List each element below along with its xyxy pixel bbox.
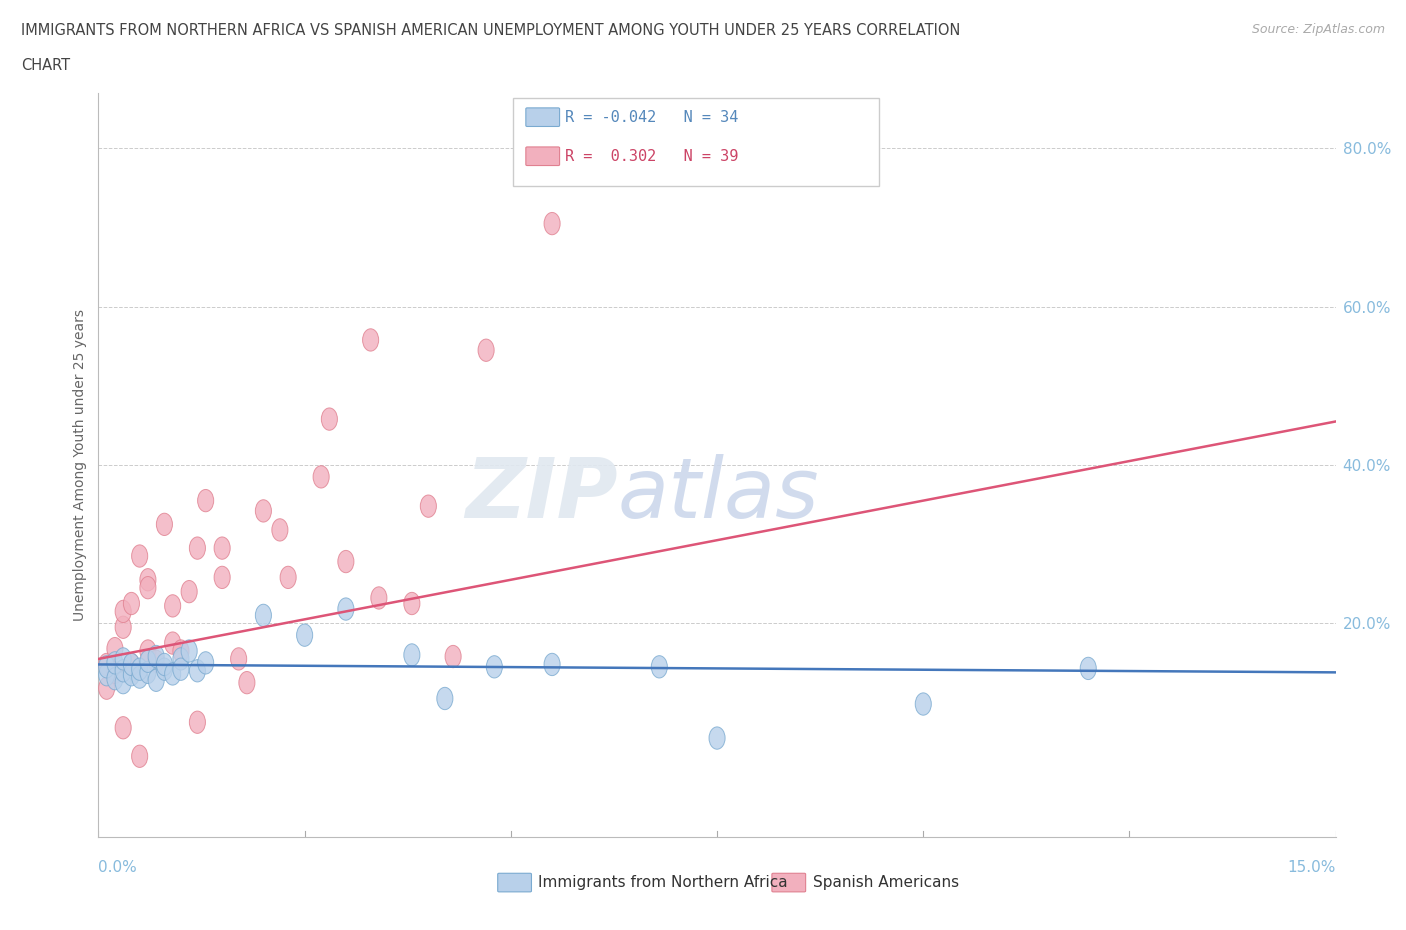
Ellipse shape: [139, 661, 156, 684]
Ellipse shape: [173, 658, 188, 681]
Ellipse shape: [198, 652, 214, 674]
Ellipse shape: [190, 711, 205, 734]
Text: Spanish Americans: Spanish Americans: [813, 875, 959, 890]
Text: R =  0.302   N = 39: R = 0.302 N = 39: [565, 149, 738, 164]
Text: CHART: CHART: [21, 58, 70, 73]
Ellipse shape: [98, 664, 115, 686]
Ellipse shape: [115, 616, 131, 638]
Ellipse shape: [198, 489, 214, 512]
Ellipse shape: [404, 644, 420, 666]
Ellipse shape: [371, 587, 387, 609]
Ellipse shape: [337, 551, 354, 573]
Ellipse shape: [190, 537, 205, 559]
Text: ZIP: ZIP: [465, 454, 619, 536]
Text: R = -0.042   N = 34: R = -0.042 N = 34: [565, 110, 738, 125]
Ellipse shape: [107, 668, 122, 690]
Ellipse shape: [132, 658, 148, 681]
Ellipse shape: [1080, 658, 1097, 680]
Text: Immigrants from Northern Africa: Immigrants from Northern Africa: [538, 875, 789, 890]
Ellipse shape: [181, 580, 197, 603]
Ellipse shape: [314, 466, 329, 488]
Ellipse shape: [124, 592, 139, 615]
Ellipse shape: [156, 513, 173, 536]
Ellipse shape: [165, 663, 181, 685]
Ellipse shape: [132, 666, 148, 688]
Ellipse shape: [156, 653, 173, 675]
Ellipse shape: [132, 545, 148, 567]
Ellipse shape: [124, 653, 139, 675]
Ellipse shape: [190, 659, 205, 682]
Ellipse shape: [915, 693, 931, 715]
Ellipse shape: [148, 669, 165, 691]
Ellipse shape: [139, 650, 156, 672]
Ellipse shape: [148, 650, 165, 672]
Ellipse shape: [115, 648, 131, 671]
Ellipse shape: [107, 637, 122, 659]
Text: 0.0%: 0.0%: [98, 860, 138, 875]
Ellipse shape: [115, 671, 131, 694]
Ellipse shape: [709, 727, 725, 750]
Ellipse shape: [256, 604, 271, 627]
Y-axis label: Unemployment Among Youth under 25 years: Unemployment Among Youth under 25 years: [73, 309, 87, 621]
Ellipse shape: [124, 664, 139, 686]
Ellipse shape: [139, 577, 156, 599]
Ellipse shape: [544, 653, 560, 675]
Ellipse shape: [181, 640, 197, 662]
Text: IMMIGRANTS FROM NORTHERN AFRICA VS SPANISH AMERICAN UNEMPLOYMENT AMONG YOUTH UND: IMMIGRANTS FROM NORTHERN AFRICA VS SPANI…: [21, 23, 960, 38]
Ellipse shape: [98, 653, 115, 675]
Ellipse shape: [478, 339, 494, 362]
Ellipse shape: [231, 648, 246, 671]
Text: 15.0%: 15.0%: [1288, 860, 1336, 875]
Ellipse shape: [173, 640, 188, 662]
Ellipse shape: [239, 671, 254, 694]
Ellipse shape: [256, 499, 271, 522]
Ellipse shape: [420, 495, 436, 517]
Ellipse shape: [214, 566, 231, 589]
Ellipse shape: [139, 568, 156, 591]
Ellipse shape: [139, 640, 156, 662]
Ellipse shape: [271, 519, 288, 541]
Ellipse shape: [337, 598, 354, 620]
Text: atlas: atlas: [619, 454, 820, 536]
Ellipse shape: [173, 648, 188, 671]
Ellipse shape: [280, 566, 297, 589]
Ellipse shape: [437, 687, 453, 710]
Ellipse shape: [107, 652, 122, 674]
Ellipse shape: [214, 537, 231, 559]
Ellipse shape: [124, 653, 139, 675]
Ellipse shape: [165, 631, 181, 654]
Ellipse shape: [363, 329, 378, 352]
Ellipse shape: [651, 656, 668, 678]
Text: Source: ZipAtlas.com: Source: ZipAtlas.com: [1251, 23, 1385, 36]
Ellipse shape: [404, 592, 420, 615]
Ellipse shape: [165, 594, 181, 617]
Ellipse shape: [544, 212, 560, 234]
Ellipse shape: [132, 745, 148, 767]
Ellipse shape: [115, 600, 131, 622]
Ellipse shape: [297, 624, 312, 646]
Ellipse shape: [148, 645, 165, 668]
Ellipse shape: [486, 656, 502, 678]
Ellipse shape: [156, 658, 173, 681]
Ellipse shape: [98, 677, 115, 699]
Ellipse shape: [115, 717, 131, 739]
Ellipse shape: [322, 408, 337, 431]
Ellipse shape: [446, 645, 461, 668]
Ellipse shape: [115, 659, 131, 682]
Ellipse shape: [98, 656, 115, 678]
Ellipse shape: [107, 661, 122, 684]
